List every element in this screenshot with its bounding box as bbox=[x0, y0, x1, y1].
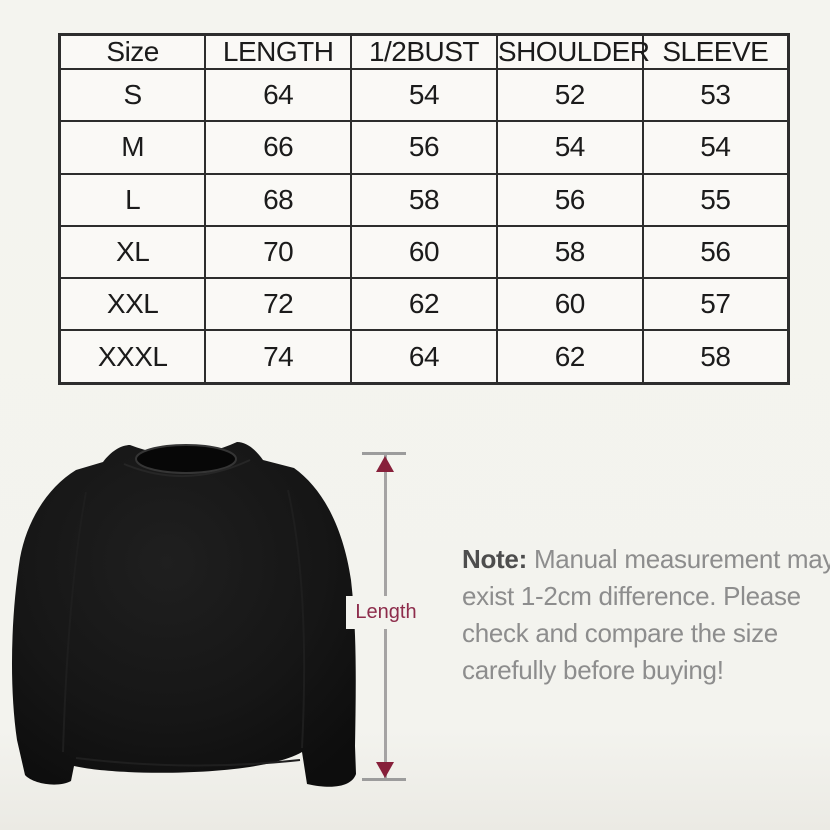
table-row-xxxl: XXXL 74 64 62 58 bbox=[58, 329, 790, 385]
header-cell-sleeve: SLEEVE bbox=[641, 33, 790, 70]
note-block: Note: Manual measurement may exist 1-2cm … bbox=[462, 541, 830, 689]
cell-shoulder: 54 bbox=[495, 120, 644, 175]
cell-shoulder: 52 bbox=[495, 67, 644, 123]
header-cell-size: Size bbox=[58, 33, 207, 70]
measure-cap-bottom bbox=[362, 778, 406, 781]
cell-halfbust: 62 bbox=[350, 277, 498, 332]
cell-shoulder: 58 bbox=[495, 224, 644, 280]
cell-halfbust: 64 bbox=[350, 329, 498, 385]
cell-sleeve: 58 bbox=[641, 329, 790, 385]
cell-sleeve: 53 bbox=[641, 67, 790, 123]
left-sleeve-seam bbox=[62, 491, 87, 753]
header-cell-halfbust: 1/2BUST bbox=[350, 33, 498, 70]
cell-halfbust: 54 bbox=[350, 67, 498, 123]
size-label: S bbox=[58, 67, 207, 123]
cell-halfbust: 58 bbox=[350, 172, 498, 227]
cell-sleeve: 55 bbox=[641, 172, 790, 227]
note-line: check and compare the size bbox=[462, 618, 778, 648]
cell-length: 74 bbox=[204, 329, 353, 385]
note-label: Note: bbox=[462, 544, 527, 574]
measure-cap-top bbox=[362, 452, 406, 455]
size-table: Size LENGTH 1/2BUST SHOULDER SLEEVE S 64… bbox=[58, 33, 790, 385]
header-cell-shoulder: SHOULDER bbox=[495, 33, 650, 70]
table-row-l: L 68 58 56 55 bbox=[58, 172, 790, 227]
collar-seam bbox=[123, 459, 251, 477]
size-label: XXL bbox=[58, 277, 207, 332]
cell-length: 64 bbox=[204, 67, 353, 123]
cell-sleeve: 57 bbox=[641, 277, 790, 332]
note-text: Manual measurement may bbox=[533, 544, 830, 574]
cell-halfbust: 56 bbox=[350, 120, 498, 175]
cell-shoulder: 56 bbox=[495, 172, 644, 227]
collar-opening bbox=[135, 444, 237, 474]
size-label: XL bbox=[58, 224, 207, 280]
note-line: Note: Manual measurement may bbox=[462, 541, 830, 578]
table-row-xl: XL 70 60 58 56 bbox=[58, 224, 790, 280]
cell-length: 68 bbox=[204, 172, 353, 227]
size-label: XXXL bbox=[58, 329, 207, 385]
header-cell-length: LENGTH bbox=[204, 33, 353, 70]
table-header-row: Size LENGTH 1/2BUST SHOULDER SLEEVE bbox=[58, 33, 790, 70]
size-label: L bbox=[58, 172, 207, 227]
table-row-s: S 64 54 52 53 bbox=[58, 67, 790, 123]
size-label: M bbox=[58, 120, 207, 175]
cell-shoulder: 62 bbox=[495, 329, 644, 385]
table-row-xxl: XXL 72 62 60 57 bbox=[58, 277, 790, 332]
length-label: Length bbox=[346, 596, 426, 629]
table-row-m: M 66 56 54 54 bbox=[58, 120, 790, 175]
cell-shoulder: 60 bbox=[495, 277, 644, 332]
hem-seam bbox=[75, 757, 301, 767]
cell-sleeve: 56 bbox=[641, 224, 790, 280]
sweatshirt-photo bbox=[11, 442, 356, 787]
cell-length: 66 bbox=[204, 120, 353, 175]
sweatshirt-body-silhouette bbox=[11, 442, 356, 787]
cell-length: 72 bbox=[204, 277, 353, 332]
arrow-down-icon bbox=[376, 762, 394, 778]
cell-length: 70 bbox=[204, 224, 353, 280]
note-line: carefully before buying! bbox=[462, 655, 724, 685]
arrow-up-icon bbox=[376, 456, 394, 472]
right-sleeve-seam bbox=[287, 489, 306, 749]
cell-sleeve: 54 bbox=[641, 120, 790, 175]
cell-halfbust: 60 bbox=[350, 224, 498, 280]
note-line: exist 1-2cm difference. Please bbox=[462, 581, 801, 611]
